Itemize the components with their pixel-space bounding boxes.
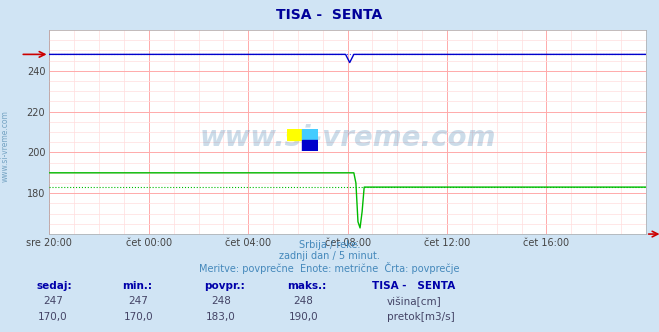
Bar <box>302 140 318 151</box>
Text: TISA -   SENTA: TISA - SENTA <box>372 281 455 290</box>
Text: 248: 248 <box>211 296 231 306</box>
Text: TISA -  SENTA: TISA - SENTA <box>276 8 383 22</box>
Text: sedaj:: sedaj: <box>36 281 72 290</box>
Text: pretok[m3/s]: pretok[m3/s] <box>387 312 455 322</box>
Text: 170,0: 170,0 <box>38 312 67 322</box>
Text: www.si-vreme.com: www.si-vreme.com <box>1 110 10 182</box>
Text: Srbija / reke.: Srbija / reke. <box>299 240 360 250</box>
Text: min.:: min.: <box>122 281 152 290</box>
Text: povpr.:: povpr.: <box>204 281 245 290</box>
Text: 247: 247 <box>129 296 148 306</box>
Bar <box>287 129 302 140</box>
Text: zadnji dan / 5 minut.: zadnji dan / 5 minut. <box>279 251 380 261</box>
Text: Meritve: povprečne  Enote: metrične  Črta: povprečje: Meritve: povprečne Enote: metrične Črta:… <box>199 262 460 274</box>
Bar <box>302 129 318 140</box>
Text: višina[cm]: višina[cm] <box>387 296 442 307</box>
Text: 248: 248 <box>293 296 313 306</box>
Text: 183,0: 183,0 <box>206 312 236 322</box>
Text: 190,0: 190,0 <box>289 312 318 322</box>
Text: maks.:: maks.: <box>287 281 326 290</box>
Text: 247: 247 <box>43 296 63 306</box>
Text: www.si-vreme.com: www.si-vreme.com <box>200 124 496 152</box>
Text: 170,0: 170,0 <box>124 312 153 322</box>
